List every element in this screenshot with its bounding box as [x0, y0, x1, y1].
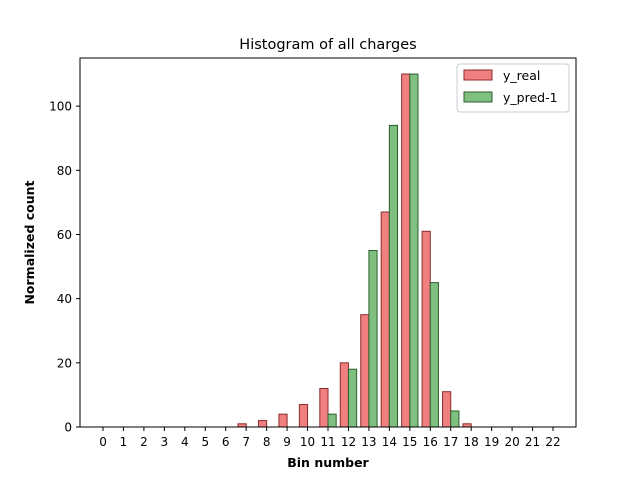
bar-y_real-15	[401, 73, 411, 428]
bar-y_real-10	[298, 404, 309, 428]
x-tick-label: 2	[140, 435, 148, 449]
x-tick-label: 15	[402, 435, 417, 449]
x-tick-label: 3	[161, 435, 169, 449]
legend-swatch-y-pred	[463, 91, 493, 103]
x-tick-label: 22	[545, 435, 560, 449]
x-tick-label: 13	[361, 435, 376, 449]
bar-y_pred-1-12	[347, 368, 358, 428]
x-tick-label: 8	[263, 435, 271, 449]
y-tick-label: 0	[64, 421, 72, 435]
y-axis-label: Normalized count	[22, 180, 37, 304]
bar-y_real-8	[257, 420, 268, 428]
x-tick-label: 20	[504, 435, 519, 449]
x-tick-label: 21	[525, 435, 540, 449]
bar-y_pred-1-13	[368, 250, 378, 428]
y-tick-label: 100	[49, 100, 72, 114]
x-tick-label: 17	[443, 435, 458, 449]
y-tick-label: 40	[57, 292, 72, 306]
x-axis: 0 1 2 3 4 5 6 7 8 9 10 11 12 13 14 15 16 17 18 19 20 21 22	[99, 427, 561, 449]
bar-y_pred-1-16	[429, 282, 439, 428]
bar-y_real-17	[442, 391, 452, 428]
x-tick-label: 9	[283, 435, 291, 449]
chart-title: Histogram of all charges	[239, 37, 416, 53]
x-tick-label: 14	[382, 435, 397, 449]
x-tick-label: 10	[300, 435, 315, 449]
x-tick-label: 4	[181, 435, 189, 449]
legend-swatch-y-real	[463, 69, 493, 81]
x-tick-label: 6	[222, 435, 230, 449]
plot-area	[237, 73, 472, 428]
bar-y_real-11	[319, 388, 329, 428]
x-tick-label: 12	[341, 435, 356, 449]
bar-y_real-9	[278, 413, 288, 428]
x-tick-label: 18	[464, 435, 479, 449]
y-tick-label: 20	[57, 356, 72, 370]
x-axis-label: Bin number	[287, 455, 369, 470]
x-tick-label: 0	[99, 435, 107, 449]
bar-y_real-14	[380, 211, 390, 428]
legend: y_real y_pred-1	[456, 63, 570, 113]
bar-y_pred-1-15	[409, 73, 419, 428]
bar-y_pred-1-17	[450, 410, 460, 428]
x-tick-label: 11	[320, 435, 335, 449]
bar-y_pred-1-11	[327, 413, 337, 428]
x-tick-label: 16	[423, 435, 438, 449]
bar-y_real-13	[360, 314, 370, 428]
bar-y_real-16	[421, 230, 431, 428]
x-tick-label: 1	[120, 435, 128, 449]
legend-label-y-real: y_real	[503, 68, 540, 83]
y-axis: 0 20 40 60 80 100	[49, 100, 80, 435]
x-tick-label: 19	[484, 435, 499, 449]
legend-label-y-pred: y_pred-1	[503, 90, 558, 105]
x-tick-label: 5	[201, 435, 209, 449]
bar-y_pred-1-14	[388, 124, 399, 428]
y-tick-label: 60	[57, 228, 72, 242]
bar-y_real-12	[339, 362, 349, 428]
y-tick-label: 80	[57, 164, 72, 178]
x-tick-label: 7	[242, 435, 250, 449]
